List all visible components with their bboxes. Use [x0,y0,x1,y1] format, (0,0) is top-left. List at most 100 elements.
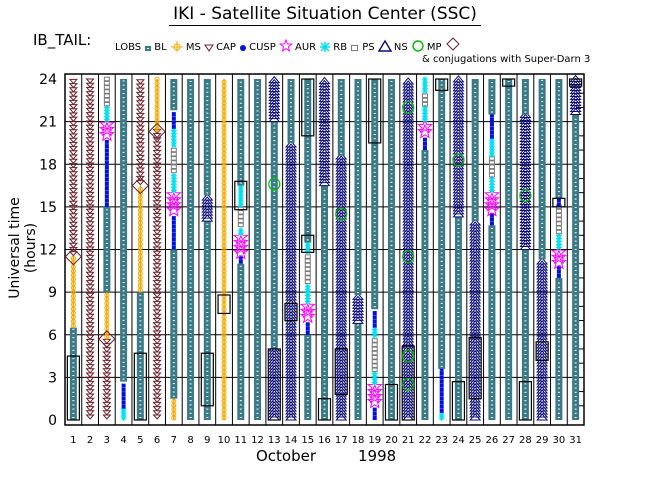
segment-aur [304,283,311,305]
x-tick-label: 9 [204,435,210,446]
x-tick-label: 23 [435,435,448,446]
segment-aur [103,104,110,123]
y-tick-label: 6 [48,328,57,344]
segment-rb [421,93,428,107]
segment-bl [70,255,76,329]
legend-symbol-lobs-icon [144,42,152,53]
mp-diamond [148,122,166,141]
conjunction-box [435,78,449,91]
segment-lobs [304,334,312,420]
mp-diamond [131,176,150,195]
legend-symbol-cap-icon [239,42,247,53]
x-tick-label: 4 [120,435,126,446]
x-axis-year-label: 1998 [358,447,397,465]
segment-cusp [483,186,500,217]
segment-bl [171,398,177,421]
conjunction-box [535,341,549,361]
conjunction-box [569,78,583,87]
segment-cusp [550,244,567,270]
x-tick-label: 6 [154,435,160,446]
legend-item-mp: MP [427,36,461,53]
segment-cap [121,383,126,409]
segment-lobs [354,79,362,295]
x-tick-label: 13 [268,435,281,446]
segment-lobs [505,79,513,420]
segment-aur [421,104,428,123]
y-tick-label: 9 [48,285,57,301]
segment-ms [102,338,112,420]
segment-bl [221,79,227,421]
x-tick-label: 26 [486,435,499,446]
x-tick-label: 22 [419,435,432,446]
segment-lobs [337,79,345,156]
legend-label: PS [362,42,378,53]
x-axis-month-label: October [256,447,317,465]
x-tick-label: 30 [553,435,566,446]
legend-label: MP [426,42,445,53]
legend-item-cusp: CUSP [249,38,293,53]
ns-marker [402,100,415,115]
segment-ps [402,77,415,421]
segment-lobs [555,277,563,420]
x-tick-label: 19 [368,435,381,446]
segment-lobs [304,79,312,243]
conjunction-box [552,197,566,208]
segment-aur [170,172,177,194]
x-tick-label: 12 [251,435,264,446]
segment-lobs [103,206,111,293]
segment-rb [488,156,495,178]
segment-aur [237,183,244,208]
legend: LOBS BL MS CAP CUSP AUR RB PS NS MP [115,36,463,53]
mp-diamond [64,247,83,266]
conjunction-box [451,381,466,421]
conjunction-box [284,302,298,322]
segment-cap [556,265,561,278]
x-tick-label: 18 [352,435,365,446]
conjunction-box [502,78,516,87]
legend-label: AUR [294,42,320,53]
segment-cap [238,255,243,264]
legend-symbol-cusp-icon [278,38,293,53]
segment-cap [372,407,377,420]
segment-cap [171,112,176,129]
segment-lobs [170,79,178,111]
segment-lobs [237,263,245,420]
segment-ps [284,140,298,421]
legend-label: CAP [216,42,240,53]
x-tick-label: 5 [137,435,143,446]
segment-cap [422,137,427,151]
conjunction-note: & conjugations with Super-Darn 3 [422,54,591,65]
legend-symbol-aur-icon [319,42,331,53]
conjunction-box [368,78,382,144]
segment-lobs [521,249,529,420]
conjunction-box [267,348,281,421]
segment-lobs [187,79,195,420]
conjunction-box [200,352,214,407]
x-tick-label: 20 [385,435,398,446]
segment-cusp [416,118,433,139]
ns-marker [402,377,415,392]
segment-ps [335,152,348,421]
x-tick-label: 8 [187,435,193,446]
segment-ps [318,76,331,187]
legend-symbol-ms-icon [204,42,215,53]
segment-aur [120,406,127,421]
conjunction-box [301,78,315,137]
legend-label: LOBS [115,42,145,53]
segment-aur [371,326,378,339]
segment-rb [304,254,311,285]
segment-lobs [120,79,128,382]
legend-symbol-bl-icon [170,41,184,53]
segment-lobs [237,79,245,186]
x-tick-label: 28 [519,435,532,446]
segment-aur [421,76,428,95]
segment-lobs [538,79,546,260]
x-tick-label: 21 [402,435,415,446]
segment-ms [68,78,78,257]
segment-lobs [421,150,429,420]
conjunction-box [301,234,315,253]
segment-rb [103,76,110,107]
x-tick-label: 29 [536,435,549,446]
ns-marker [519,188,532,203]
x-tick-label: 17 [335,435,348,446]
